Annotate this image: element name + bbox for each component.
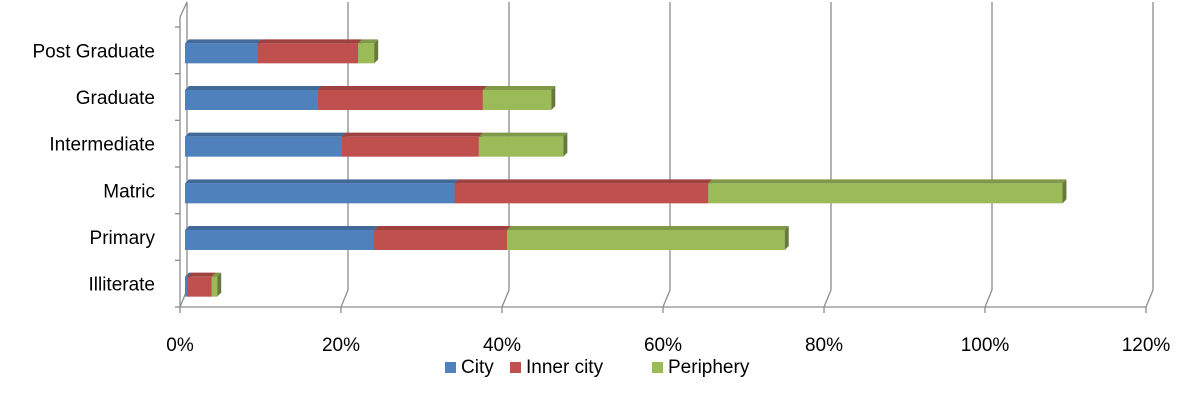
bar-segment-periphery bbox=[708, 179, 1067, 204]
floor-gridline bbox=[1145, 289, 1154, 308]
x-tick-label: 40% bbox=[483, 335, 521, 356]
legend-label: Inner city bbox=[526, 357, 604, 378]
bar-front-face bbox=[317, 90, 483, 110]
bar-side-face bbox=[1062, 179, 1067, 204]
bar-front-face bbox=[257, 43, 359, 64]
bar-top-face bbox=[185, 132, 346, 137]
y-tick-label: Post Graduate bbox=[32, 41, 155, 62]
bar-top-face bbox=[185, 272, 192, 277]
bar-segment-city bbox=[185, 179, 459, 204]
bar-top-face bbox=[507, 226, 789, 230]
bar-top-face bbox=[211, 272, 222, 277]
bar-top-face bbox=[454, 179, 713, 184]
bar-front-face bbox=[185, 276, 188, 297]
bar-front-face bbox=[454, 183, 709, 204]
bar-top-face bbox=[708, 179, 1067, 184]
x-tick-label: 0% bbox=[166, 335, 194, 356]
x-tick-label: 100% bbox=[961, 335, 1010, 356]
bar-top-face bbox=[185, 179, 459, 184]
y-tick-label: Primary bbox=[90, 228, 156, 249]
bar-segment-city bbox=[185, 86, 322, 110]
bar-front-face bbox=[358, 43, 375, 64]
bar-front-face bbox=[341, 136, 479, 157]
bar-segment-city bbox=[185, 39, 262, 64]
bar-segment-inner-city bbox=[454, 179, 713, 204]
bar-segment-inner-city bbox=[317, 86, 487, 110]
bar-segment-inner-city bbox=[374, 226, 511, 250]
bar-segment-periphery bbox=[358, 39, 379, 64]
legend-label: Periphery bbox=[668, 357, 750, 378]
legend: City Inner city Periphery bbox=[445, 357, 750, 378]
bar-front-face bbox=[187, 276, 212, 297]
floor-gridline bbox=[823, 289, 832, 308]
bar-front-face bbox=[185, 230, 375, 250]
bar-front-face bbox=[185, 90, 318, 110]
legend-swatch-inner-city bbox=[510, 362, 521, 373]
bar-front-face bbox=[185, 43, 258, 64]
bar-top-face bbox=[374, 226, 511, 230]
y-tick-label: Intermediate bbox=[49, 135, 155, 156]
bar-top-face bbox=[478, 132, 568, 137]
bar-top-face bbox=[185, 39, 262, 44]
legend-swatch-city bbox=[445, 362, 456, 373]
bar-segment-periphery bbox=[507, 226, 789, 250]
x-tick-label: 60% bbox=[644, 335, 682, 356]
y-tick-label: Illiterate bbox=[88, 275, 155, 296]
bar-top-face bbox=[185, 226, 379, 230]
bar-side-face bbox=[784, 226, 789, 250]
bar-side-face bbox=[374, 39, 379, 64]
x-tick-label: 120% bbox=[1122, 335, 1171, 356]
bar-segment-inner-city bbox=[257, 39, 363, 64]
y-tick-label: Graduate bbox=[76, 88, 155, 109]
y-axis-top-edge bbox=[179, 1, 188, 18]
bars bbox=[185, 39, 1067, 297]
bar-side-face bbox=[217, 272, 222, 297]
bar-top-face bbox=[187, 272, 216, 277]
bar-top-face bbox=[257, 39, 363, 44]
bar-front-face bbox=[211, 276, 218, 297]
bar-segment-periphery bbox=[211, 272, 222, 297]
bar-top-face bbox=[317, 86, 487, 90]
bar-segment-city bbox=[185, 132, 346, 157]
bar-top-face bbox=[341, 132, 483, 137]
bar-side-face bbox=[551, 86, 556, 110]
bar-front-face bbox=[482, 90, 552, 110]
floor-gridline bbox=[340, 289, 349, 308]
bar-top-face bbox=[358, 39, 379, 44]
bar-front-face bbox=[374, 230, 507, 250]
bar-front-face bbox=[507, 230, 785, 250]
bar-front-face bbox=[708, 183, 1063, 204]
bar-segment-inner-city bbox=[341, 132, 483, 157]
legend-swatch-periphery bbox=[652, 362, 663, 373]
bar-side-face bbox=[563, 132, 568, 157]
y-tick-label: Matric bbox=[103, 181, 155, 202]
bar-top-face bbox=[482, 86, 556, 90]
floor-gridline bbox=[984, 289, 993, 308]
axis-labels: 0% 20% 40% 60% 80% 100% 120% Illiterate Primary M… bbox=[32, 41, 1170, 356]
axes bbox=[175, 1, 1147, 313]
bar-top-face bbox=[185, 86, 322, 90]
bar-segment-inner-city bbox=[187, 272, 216, 297]
bar-segment-periphery bbox=[482, 86, 556, 110]
bar-front-face bbox=[478, 136, 564, 157]
x-tick-label: 80% bbox=[805, 335, 843, 356]
floor-gridline bbox=[501, 289, 510, 308]
bar-front-face bbox=[185, 183, 455, 204]
bar-segment-city bbox=[185, 226, 379, 250]
bar-segment-periphery bbox=[478, 132, 568, 157]
legend-label: City bbox=[461, 357, 494, 378]
x-tick-label: 20% bbox=[322, 335, 360, 356]
bar-front-face bbox=[185, 136, 342, 157]
floor-gridline bbox=[662, 289, 671, 308]
